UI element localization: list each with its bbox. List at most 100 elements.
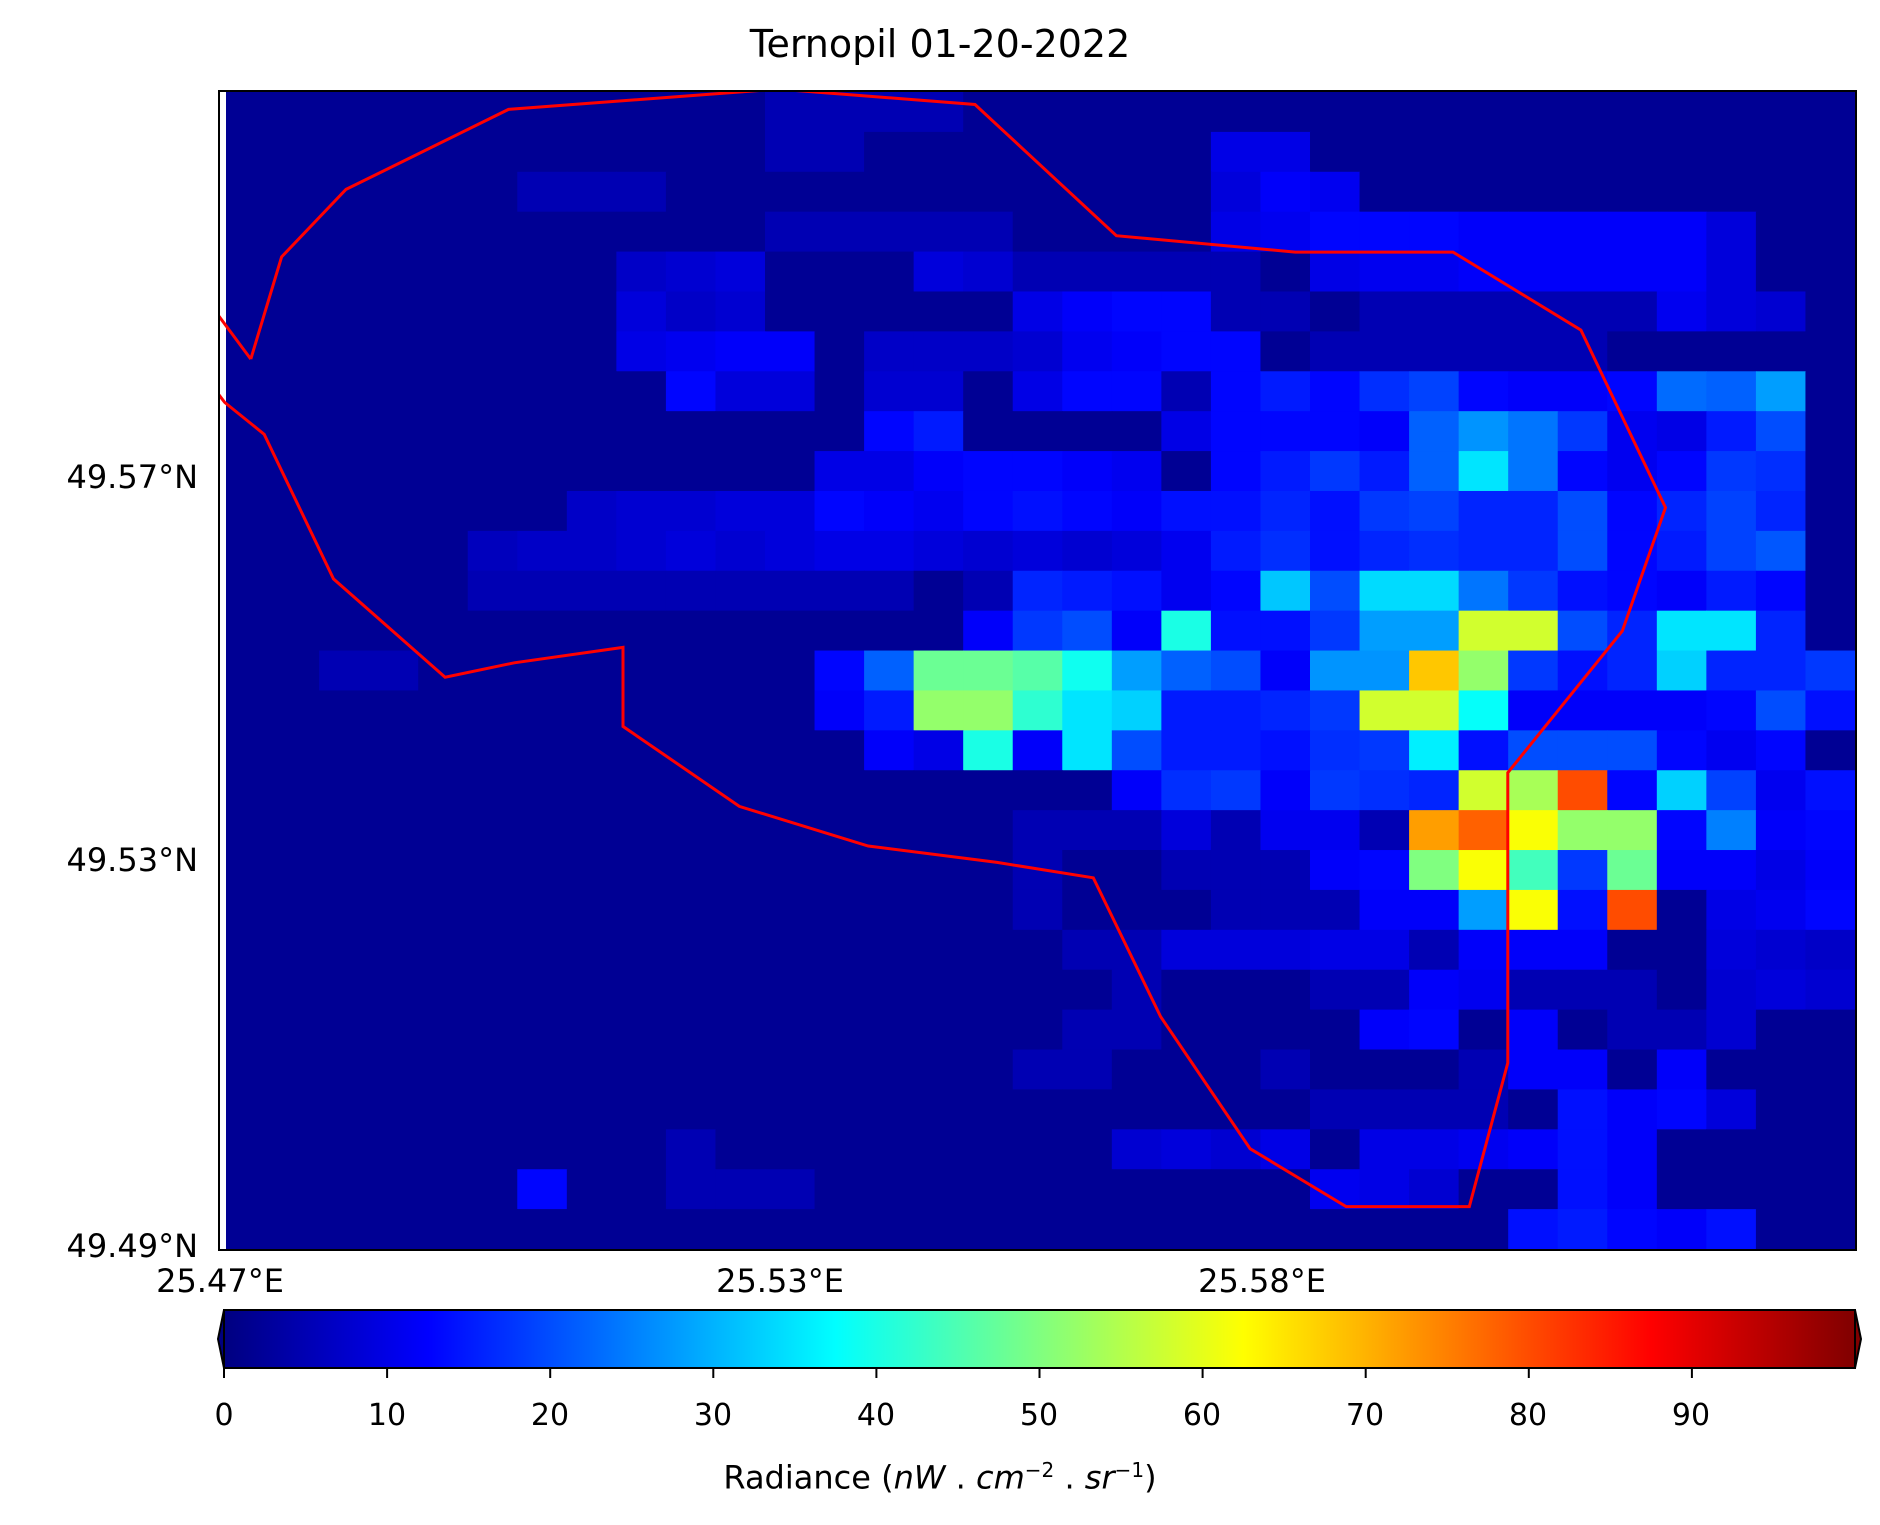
heatmap-cell xyxy=(1409,211,1460,253)
heatmap-cell xyxy=(1706,1169,1757,1210)
heatmap-cell xyxy=(269,690,320,731)
heatmap-cell xyxy=(368,889,419,931)
heatmap-cell xyxy=(269,850,320,891)
heatmap-cell xyxy=(913,211,964,253)
colorbar-tick-8: 80 xyxy=(1508,1398,1548,1433)
heatmap-cell xyxy=(1062,1009,1113,1051)
x-tick-label-2: 25.58°E xyxy=(1198,1262,1326,1300)
heatmap-cell xyxy=(1508,411,1559,452)
heatmap-cell xyxy=(963,530,1014,572)
heatmap-cell xyxy=(1111,530,1162,572)
heatmap-cell xyxy=(1458,610,1509,652)
heatmap-cell xyxy=(616,411,667,452)
heatmap-cell xyxy=(467,331,518,372)
heatmap-cell xyxy=(1210,770,1262,811)
heatmap-cell xyxy=(864,1129,915,1170)
heatmap-cell xyxy=(517,690,568,731)
heatmap-cell xyxy=(1260,730,1311,771)
heatmap-cell xyxy=(319,1209,370,1249)
heatmap-cell xyxy=(1161,171,1212,213)
heatmap-cell xyxy=(418,650,469,692)
heatmap-cell xyxy=(1706,211,1757,253)
heatmap-cell xyxy=(814,411,865,452)
heatmap-cell xyxy=(1706,291,1757,332)
heatmap-cell xyxy=(665,331,717,372)
colorbar-tick-4: 40 xyxy=(856,1398,896,1433)
y-tick-label-1: 49.53°N xyxy=(66,841,198,879)
heatmap-cell xyxy=(963,850,1014,891)
heatmap-cell xyxy=(1310,291,1361,332)
heatmap-cell xyxy=(1607,770,1658,811)
heatmap-cell xyxy=(1557,490,1608,532)
heatmap-cell xyxy=(1409,171,1460,213)
heatmap-cell xyxy=(913,1049,964,1091)
heatmap-cell xyxy=(1755,810,1807,851)
heatmap-cell xyxy=(1557,131,1608,173)
heatmap-cell xyxy=(665,1009,717,1051)
heatmap-cell xyxy=(1805,730,1855,771)
x-tick-label-0: 25.47°E xyxy=(156,1262,284,1300)
heatmap-cell xyxy=(467,770,518,811)
heatmap-cell xyxy=(319,371,370,412)
heatmap-cell xyxy=(715,530,766,572)
heatmap-cell xyxy=(566,770,617,811)
heatmap-cell xyxy=(1012,1089,1063,1130)
heatmap-cell xyxy=(1012,1129,1063,1170)
heatmap-cell xyxy=(963,451,1014,492)
heatmap-cell xyxy=(715,929,766,971)
heatmap-cell xyxy=(715,650,766,692)
heatmap-cell xyxy=(269,131,320,173)
heatmap-cell xyxy=(1458,1049,1509,1091)
heatmap-cell xyxy=(963,810,1014,851)
heatmap-cell xyxy=(1260,969,1311,1011)
heatmap-cell xyxy=(665,770,717,811)
heatmap-cell xyxy=(1161,610,1212,652)
heatmap-cell xyxy=(368,490,419,532)
heatmap-cell xyxy=(715,690,766,731)
heatmap-cell xyxy=(913,92,964,133)
heatmap-cell xyxy=(1458,171,1509,213)
heatmap-cell xyxy=(765,690,816,731)
heatmap-cell xyxy=(814,211,865,253)
heatmap-cell xyxy=(1755,451,1807,492)
heatmap-cell xyxy=(566,889,617,931)
heatmap-cell xyxy=(814,131,865,173)
heatmap-cell xyxy=(319,610,370,652)
heatmap-cell xyxy=(467,570,518,612)
heatmap-cell xyxy=(220,490,271,532)
heatmap-cell xyxy=(1706,1209,1757,1249)
heatmap-cell xyxy=(1409,331,1460,372)
heatmap-cell xyxy=(913,131,964,173)
heatmap-cell xyxy=(566,251,617,293)
heatmap-cell xyxy=(1012,331,1063,372)
heatmap-cell xyxy=(517,291,568,332)
heatmap-cell xyxy=(1210,291,1262,332)
heatmap-cell xyxy=(1260,251,1311,293)
heatmap-cell xyxy=(665,610,717,652)
heatmap-cell xyxy=(616,291,667,332)
heatmap-cell xyxy=(566,730,617,771)
heatmap-cell xyxy=(1706,650,1757,692)
heatmap-cell xyxy=(1755,1169,1807,1210)
heatmap-cell xyxy=(566,490,617,532)
heatmap-cell xyxy=(418,251,469,293)
heatmap-cell xyxy=(665,251,717,293)
heatmap-cell xyxy=(566,610,617,652)
heatmap-cell xyxy=(467,850,518,891)
heatmap-cell xyxy=(368,650,419,692)
heatmap-cell xyxy=(1409,451,1460,492)
heatmap-cell xyxy=(467,889,518,931)
heatmap-cell xyxy=(665,929,717,971)
heatmap-cell xyxy=(715,411,766,452)
heatmap-cell xyxy=(319,411,370,452)
heatmap-cell xyxy=(319,730,370,771)
heatmap-cell xyxy=(1210,1089,1262,1130)
heatmap-cell xyxy=(1062,411,1113,452)
heatmap-cell xyxy=(1062,331,1113,372)
heatmap-cell xyxy=(665,490,717,532)
heatmap-cell xyxy=(616,1049,667,1091)
heatmap-cell xyxy=(1557,889,1608,931)
heatmap-cell xyxy=(1656,810,1707,851)
heatmap-cell xyxy=(1111,92,1162,133)
heatmap-cell xyxy=(963,1129,1014,1170)
